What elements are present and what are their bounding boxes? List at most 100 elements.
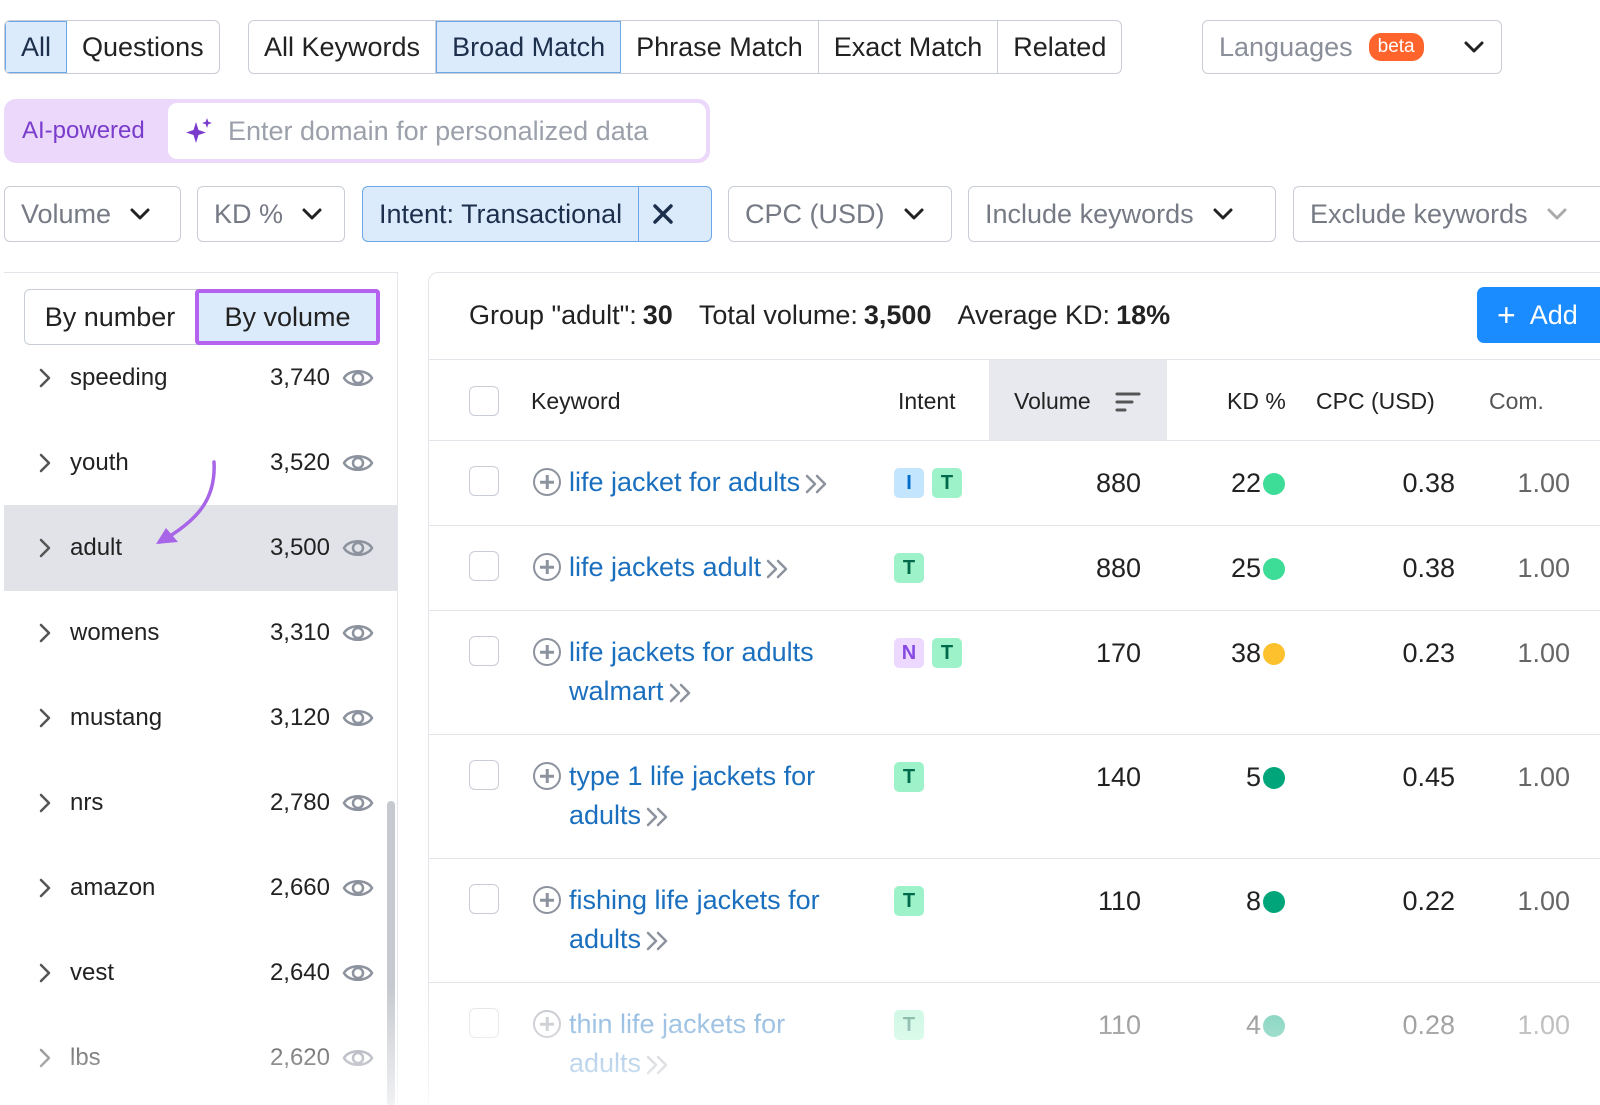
chevron-right-icon[interactable] [38,792,52,819]
sort-icon[interactable] [1115,390,1141,419]
select-all-checkbox[interactable] [469,386,499,416]
keyword-text-line[interactable]: fishing life jackets for [569,885,820,915]
tab-exact-match[interactable]: Exact Match [819,21,999,73]
double-chevron-icon[interactable] [645,806,671,828]
annotation-arrow [156,460,216,544]
double-chevron-icon[interactable] [645,930,671,952]
keyword-link[interactable]: thin life jackets for adults [569,1005,869,1083]
domain-input[interactable]: Enter domain for personalized data [168,103,706,159]
keyword-text-line[interactable]: adults [569,800,642,830]
chevron-right-icon[interactable] [38,622,52,649]
keyword-link[interactable]: fishing life jackets for adults [569,881,869,959]
com-cell: 1.00 [1517,886,1570,916]
group-row-womens[interactable]: womens 3,310 [4,590,397,676]
intent-filter[interactable]: Intent: Transactional [362,186,712,242]
tab-all-keywords[interactable]: All Keywords [249,21,437,73]
close-icon[interactable] [639,187,687,241]
keyword-text-line[interactable]: walmart [569,676,664,706]
header-volume[interactable]: Volume [1014,388,1091,414]
header-kd[interactable]: KD % [1227,388,1286,414]
keyword-text-line[interactable]: life jackets adult [569,552,762,582]
eye-icon[interactable] [342,876,374,905]
eye-icon[interactable] [342,366,374,395]
tab-broad-match[interactable]: Broad Match [436,21,622,73]
add-keyword-icon[interactable] [533,638,561,666]
kd-status-dot [1263,1015,1285,1037]
group-row-mustang[interactable]: mustang 3,120 [4,675,397,761]
by-volume-button[interactable]: By volume [195,289,380,345]
eye-icon[interactable] [342,536,374,565]
eye-icon[interactable] [342,961,374,990]
eye-icon[interactable] [342,451,374,480]
volume-filter[interactable]: Volume [4,186,181,242]
keyword-link[interactable]: type 1 life jackets for adults [569,757,869,835]
header-cpc[interactable]: CPC (USD) [1316,388,1435,414]
keyword-text-line[interactable]: thin life jackets for [569,1009,786,1039]
exclude-keywords-filter[interactable]: Exclude keywords [1293,186,1600,242]
keyword-text-line[interactable]: life jackets for adults [569,637,814,667]
keyword-text-line[interactable]: adults [569,1048,642,1078]
kd-cell: 5 [1245,762,1261,792]
languages-dropdown[interactable]: Languages beta [1202,20,1502,74]
row-checkbox[interactable] [469,636,499,666]
by-number-button[interactable]: By number [44,301,176,332]
group-name: vest [70,959,115,986]
row-checkbox[interactable] [469,466,499,496]
keyword-link[interactable]: life jackets for adults walmart [569,633,869,711]
eye-icon[interactable] [342,1046,374,1075]
group-row-speeding[interactable]: speeding 3,740 [4,335,397,421]
chevron-right-icon[interactable] [38,367,52,394]
header-keyword[interactable]: Keyword [531,388,621,414]
double-chevron-icon[interactable] [765,558,791,580]
keyword-link[interactable]: life jackets adult [569,548,869,587]
add-keyword-icon[interactable] [533,1010,561,1038]
eye-icon[interactable] [342,706,374,735]
keyword-text-line[interactable]: type 1 life jackets for [569,761,816,791]
header-com[interactable]: Com. [1489,388,1544,414]
group-row-nrs[interactable]: nrs 2,780 [4,760,397,846]
chevron-down-icon [1546,207,1568,221]
header-intent[interactable]: Intent [898,388,956,414]
tab-phrase-match[interactable]: Phrase Match [621,21,819,73]
group-row-adult[interactable]: adult 3,500 [4,505,397,591]
group-row-amazon[interactable]: amazon 2,660 [4,845,397,931]
group-row-vest[interactable]: vest 2,640 [4,930,397,1016]
kd-filter[interactable]: KD % [197,186,345,242]
row-checkbox[interactable] [469,1008,499,1038]
chevron-right-icon[interactable] [38,537,52,564]
cpc-filter[interactable]: CPC (USD) [728,186,952,242]
keyword-text-line[interactable]: adults [569,924,642,954]
tab-all[interactable]: All [5,21,68,73]
chevron-right-icon[interactable] [38,962,52,989]
chevron-right-icon[interactable] [38,452,52,479]
scrollbar[interactable] [387,801,395,1105]
keyword-link[interactable]: life jacket for adults [569,463,869,502]
chevron-down-icon [1463,40,1485,54]
include-keywords-filter[interactable]: Include keywords [968,186,1276,242]
tab-questions[interactable]: Questions [82,31,204,62]
volume-cell: 170 [1095,638,1141,668]
double-chevron-icon[interactable] [645,1054,671,1076]
add-keyword-icon[interactable] [533,468,561,496]
chevron-right-icon[interactable] [38,707,52,734]
add-keyword-icon[interactable] [533,762,561,790]
group-row-lbs[interactable]: lbs 2,620 [4,1015,397,1101]
beta-badge: beta [1368,33,1424,61]
double-chevron-icon[interactable] [668,682,694,704]
domain-input-placeholder: Enter domain for personalized data [228,115,649,146]
add-button[interactable]: + Add [1477,287,1600,343]
group-row-youth[interactable]: youth 3,520 [4,420,397,506]
row-checkbox[interactable] [469,551,499,581]
double-chevron-icon[interactable] [804,473,830,495]
intent-badge: T [932,468,962,498]
eye-icon[interactable] [342,621,374,650]
add-keyword-icon[interactable] [533,553,561,581]
row-checkbox[interactable] [469,760,499,790]
eye-icon[interactable] [342,791,374,820]
keyword-text-line[interactable]: life jacket for adults [569,467,801,497]
row-checkbox[interactable] [469,884,499,914]
chevron-right-icon[interactable] [38,877,52,904]
chevron-right-icon[interactable] [38,1047,52,1074]
add-keyword-icon[interactable] [533,886,561,914]
tab-related[interactable]: Related [1013,31,1107,62]
